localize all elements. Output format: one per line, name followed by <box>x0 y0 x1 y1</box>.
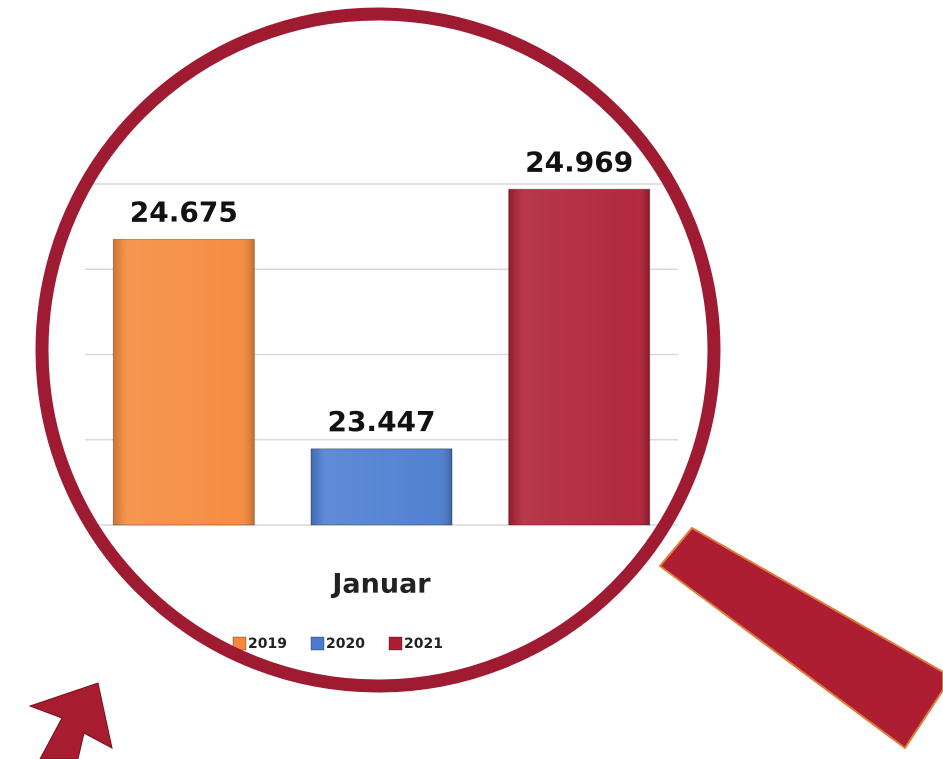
legend-swatch <box>389 637 402 650</box>
bar-shine <box>509 189 650 525</box>
x-tick-label: Januar <box>330 569 431 600</box>
legend-swatch <box>311 637 324 650</box>
chart: 24.675 23.447 24.969 Januar 2019 2020 2021 <box>0 0 943 759</box>
bar-shine <box>113 239 254 525</box>
value-label: 24.675 <box>130 195 238 228</box>
legend-label: 2019 <box>248 636 287 652</box>
value-label: 23.447 <box>327 405 435 438</box>
arrow <box>30 683 112 759</box>
legend-label: 2020 <box>326 636 365 652</box>
magnifier-handle <box>660 528 943 748</box>
bar-shine <box>311 449 452 525</box>
value-label: 24.969 <box>525 145 633 178</box>
page: {"chart_data": {"type": "bar", "categori… <box>0 0 943 759</box>
plot-area: 24.675 23.447 24.969 Januar 2019 2020 2021 <box>85 145 678 652</box>
legend-label: 2021 <box>404 636 443 652</box>
